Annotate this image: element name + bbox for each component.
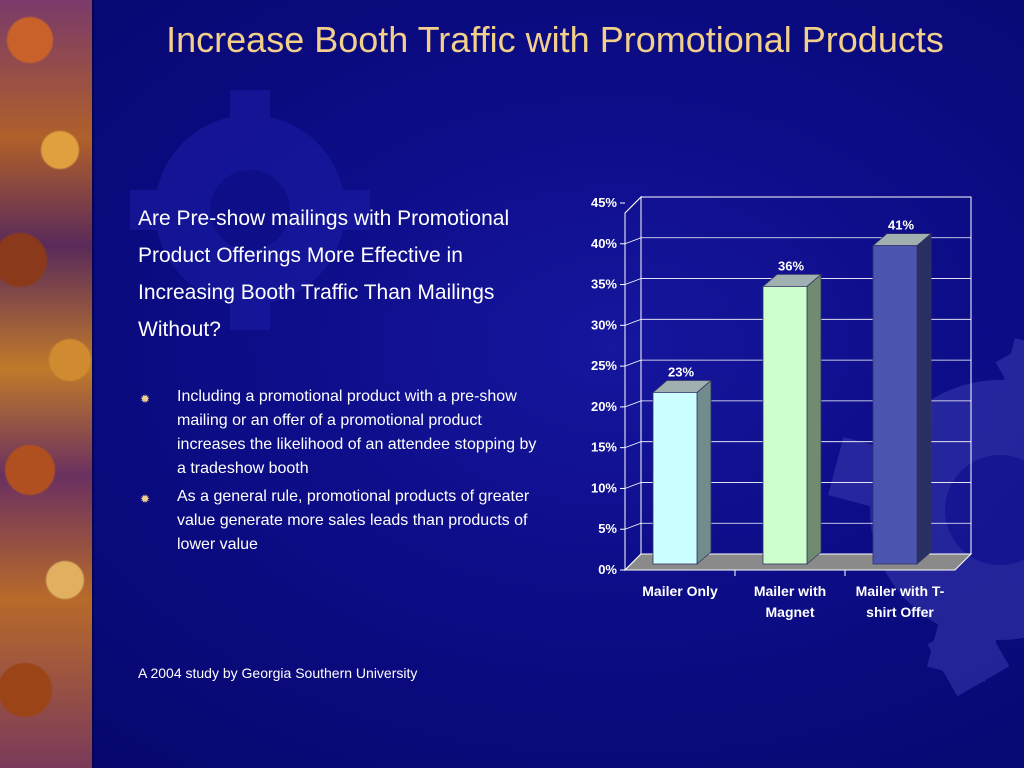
bar: [762, 286, 808, 565]
y-tick-label: 20%: [591, 399, 617, 414]
data-label: 23%: [668, 364, 694, 379]
x-tick-label: Mailer with T-: [856, 583, 945, 599]
y-tick-label: 0%: [598, 562, 617, 577]
bullet-text: Including a promotional product with a p…: [177, 388, 537, 477]
grid-line: [624, 278, 642, 285]
slide-title: Increase Booth Traffic with Promotional …: [166, 19, 944, 60]
sunburst-bullet-icon: ✹: [140, 492, 151, 506]
y-tick-label: 25%: [591, 358, 617, 373]
x-tick-label: Magnet: [766, 604, 815, 620]
bar: [872, 245, 918, 565]
grid-line: [624, 196, 642, 214]
bullet-list: ✹ Including a promotional product with a…: [138, 385, 538, 561]
y-tick-label: 5%: [598, 521, 617, 536]
y-tick-label: 15%: [591, 440, 617, 455]
bar-side: [806, 273, 822, 565]
y-tick-label: 10%: [591, 480, 617, 495]
bar-chart: 0% 5% 10% 15% 20% 25% 30% 35% 40% 45% 23% Mailer On…: [591, 195, 973, 620]
grid-line: [624, 522, 642, 530]
y-tick-label: 35%: [591, 277, 617, 292]
sunburst-bullet-icon: ✹: [140, 392, 151, 406]
grid-line: [624, 359, 642, 367]
bar: [652, 392, 698, 565]
bullet-text: As a general rule, promotional products …: [177, 488, 530, 553]
y-tick-label: 30%: [591, 317, 617, 332]
y-tick-label: 45%: [591, 195, 617, 210]
list-item: ✹ Including a promotional product with a…: [138, 385, 538, 481]
bar-side: [916, 232, 932, 565]
plot-side-wall: [624, 195, 642, 572]
list-item: ✹ As a general rule, promotional product…: [138, 485, 538, 557]
grid-line: [624, 237, 642, 245]
background-gear-icon: [130, 90, 370, 330]
data-label: 36%: [778, 258, 804, 273]
grid-line: [624, 318, 642, 326]
data-label: 41%: [888, 218, 914, 233]
grid-line: [624, 400, 642, 408]
x-tick-label: Mailer with: [754, 583, 826, 599]
x-tick-label: Mailer Only: [642, 583, 718, 599]
grid-line: [624, 482, 642, 489]
bar-side: [696, 379, 712, 565]
strip-divider: [92, 0, 94, 768]
y-tick-label: 40%: [591, 236, 617, 251]
x-tick-label: shirt Offer: [866, 604, 934, 620]
grid-line: [624, 441, 642, 449]
source-note: A 2004 study by Georgia Southern Univers…: [138, 665, 418, 681]
decorative-gear-strip: [0, 0, 92, 768]
research-question: Are Pre-show mailings with Promotional P…: [138, 207, 510, 341]
